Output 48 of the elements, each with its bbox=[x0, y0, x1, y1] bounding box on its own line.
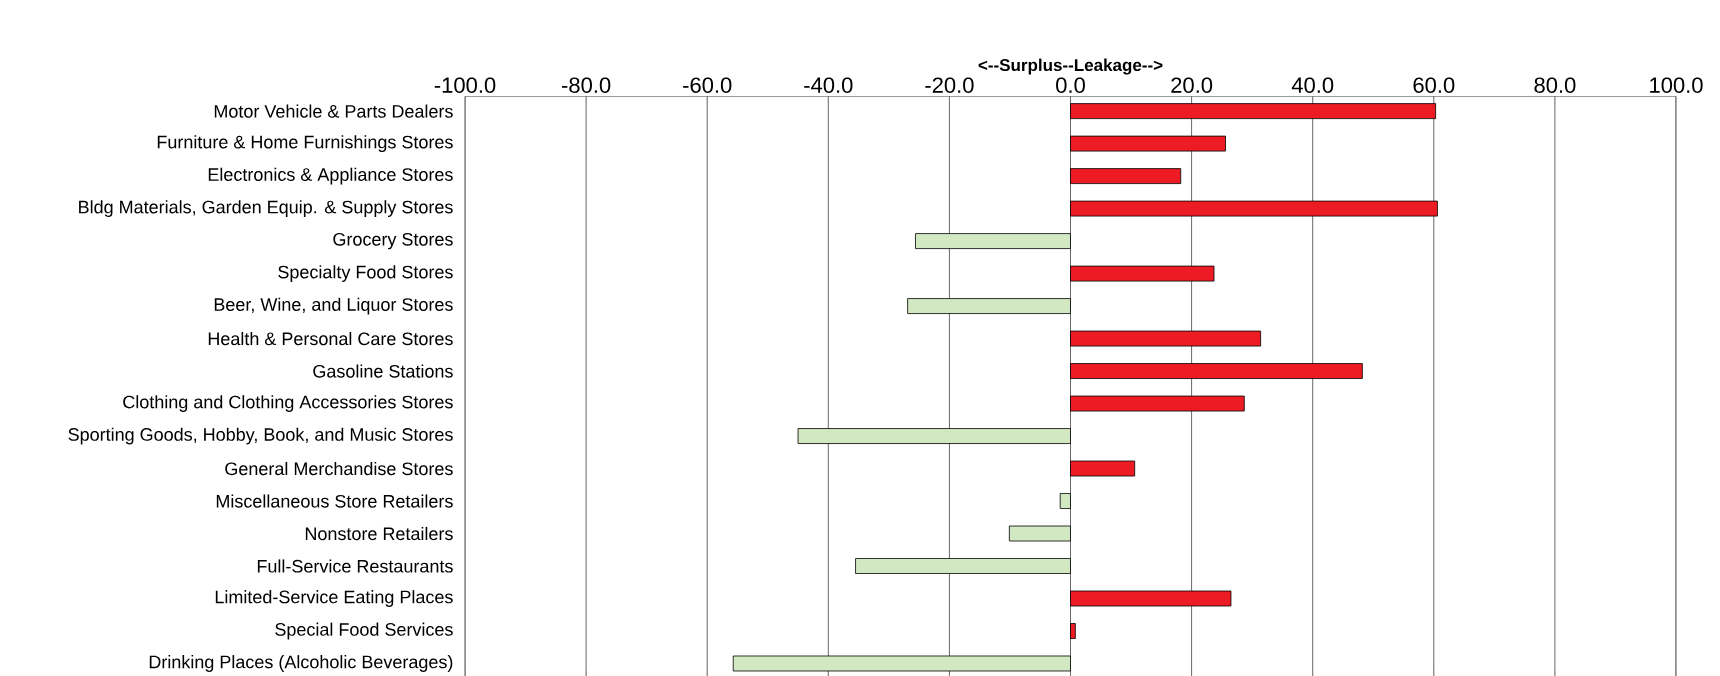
x-tick-label: 60.0 bbox=[1413, 77, 1455, 93]
bar bbox=[1070, 265, 1215, 282]
x-tick-label: -40.0 bbox=[804, 77, 853, 93]
bar bbox=[797, 428, 1071, 444]
x-tick-label: 100.0 bbox=[1650, 77, 1703, 93]
y-tick-label: Limited-Service Eating Places bbox=[215, 590, 453, 607]
y-tick-label: Beer, Wine, and Liquor Stores bbox=[214, 297, 453, 315]
y-tick-label: General Merchandise Stores bbox=[225, 461, 453, 476]
bar bbox=[1070, 363, 1363, 379]
bar bbox=[1070, 135, 1226, 152]
x-axis-title: <--Surplus--Leakage--> bbox=[978, 58, 1163, 75]
y-tick-label: Motor Vehicle & Parts Dealers bbox=[214, 104, 453, 118]
x-tick-label: -80.0 bbox=[562, 77, 611, 93]
y-tick-label: Drinking Places (Alcoholic Beverages) bbox=[149, 655, 453, 672]
bar bbox=[1070, 200, 1438, 217]
bar bbox=[907, 298, 1071, 314]
y-tick-label: Special Food Services bbox=[275, 622, 453, 640]
bar bbox=[1070, 103, 1437, 120]
bar bbox=[732, 655, 1071, 672]
bar bbox=[1070, 460, 1136, 477]
x-tick-label: -20.0 bbox=[925, 77, 974, 93]
x-tick-label: 0.0 bbox=[1056, 77, 1085, 93]
bar bbox=[855, 558, 1071, 574]
y-tick-label: Electronics & Appliance Stores bbox=[208, 167, 453, 185]
y-tick-label: Gasoline Stations bbox=[313, 364, 453, 378]
bar bbox=[915, 233, 1071, 249]
y-tick-label: Furniture & Home Furnishings Stores bbox=[157, 135, 453, 152]
bar bbox=[1070, 330, 1262, 347]
x-tick-label: -100.0 bbox=[434, 77, 496, 93]
x-tick-label: 40.0 bbox=[1291, 77, 1334, 93]
y-tick-label: Health & Personal Care Stores bbox=[208, 331, 453, 346]
y-tick-label: Miscellaneous Store Retailers bbox=[216, 494, 453, 508]
x-tick-label: 20.0 bbox=[1171, 77, 1213, 93]
bar bbox=[1070, 623, 1076, 639]
y-tick-label: Sporting Goods, Hobby, Book, and Music Stores bbox=[68, 427, 453, 445]
bar bbox=[1070, 168, 1182, 184]
y-tick-label: Specialty Food Stores bbox=[278, 265, 453, 282]
y-tick-label: Nonstore Retailers bbox=[305, 526, 453, 541]
y-tick-label: Clothing and Clothing Accessories Stores bbox=[123, 395, 453, 412]
bar bbox=[1059, 493, 1071, 509]
bar bbox=[1008, 525, 1071, 542]
x-tick-label: -60.0 bbox=[683, 77, 732, 93]
bar bbox=[1070, 395, 1245, 412]
y-tick-label: Bldg Materials, Garden Equip. & Supply Stores bbox=[79, 200, 453, 217]
y-tick-label: Grocery Stores bbox=[333, 232, 453, 250]
x-tick-label: 80.0 bbox=[1534, 77, 1576, 93]
bar bbox=[1070, 590, 1232, 607]
y-tick-label: Full-Service Restaurants bbox=[257, 559, 453, 573]
